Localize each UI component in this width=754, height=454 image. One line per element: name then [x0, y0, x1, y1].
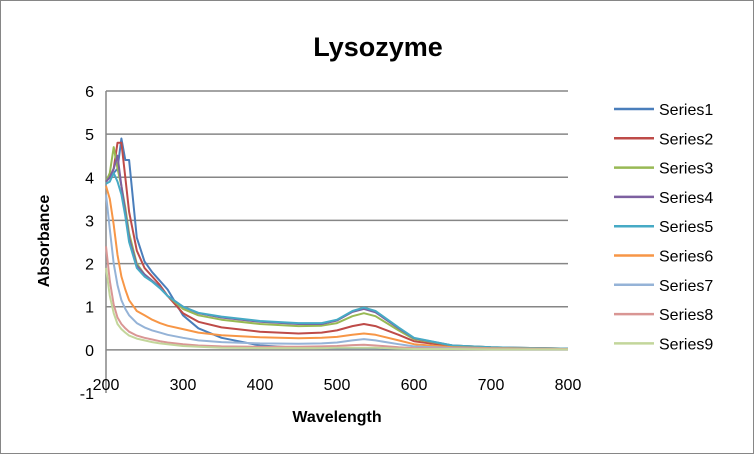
legend-label: Series4: [659, 190, 713, 207]
y-tick-label: 3: [85, 213, 94, 230]
y-tick-label: 0: [85, 343, 94, 360]
series-line-8: [105, 246, 568, 350]
x-axis-label: Wavelength: [292, 409, 381, 426]
legend-label: Series5: [659, 219, 713, 236]
legend-label: Series8: [659, 307, 713, 324]
series-line-7: [105, 194, 569, 350]
y-tick-label: 1: [85, 300, 94, 317]
x-tick-label: 400: [247, 377, 274, 394]
x-tick-label: 500: [324, 377, 351, 394]
x-tick-label: 200: [93, 377, 120, 394]
y-tick-label: 2: [85, 257, 94, 274]
chart-title: Lysozyme: [313, 32, 443, 62]
legend-label: Series9: [659, 336, 713, 353]
legend: Series1 Series2 Series3 Series4 Series5 Serie…: [614, 102, 713, 353]
x-tick-label: 300: [170, 377, 197, 394]
y-tick-label: 5: [85, 127, 94, 144]
y-tick-label: 4: [85, 170, 94, 187]
series-line-9: [105, 267, 568, 351]
x-tick-label: 700: [478, 377, 505, 394]
series-line-2: [105, 141, 569, 350]
legend-label: Series6: [659, 249, 713, 266]
series-line-6: [105, 185, 569, 350]
y-axis-label: Absorbance: [36, 195, 53, 288]
legend-label: Series2: [659, 131, 713, 148]
y-tick-label: 6: [85, 84, 94, 101]
y-tick-label: -1: [80, 386, 94, 403]
legend-label: Series3: [659, 161, 713, 178]
x-tick-label: 800: [555, 377, 582, 394]
legend-label: Series7: [659, 278, 713, 295]
legend-label: Series1: [659, 102, 713, 119]
series-line-1: [105, 137, 568, 350]
x-tick-label: 600: [401, 377, 428, 394]
series-line-5: [105, 172, 569, 350]
